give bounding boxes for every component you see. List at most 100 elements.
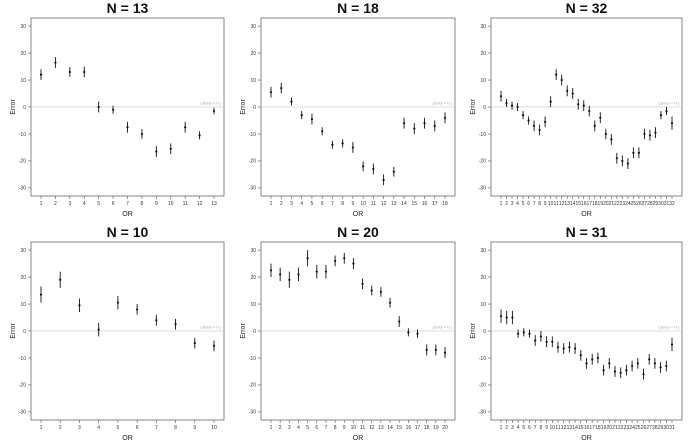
data-point (361, 282, 364, 285)
y-tick-label: -30 (479, 410, 486, 416)
data-point (78, 304, 81, 307)
data-point (83, 70, 86, 74)
data-point (670, 122, 674, 125)
x-tick-label: 1 (40, 425, 43, 431)
x-tick-label: 18 (424, 425, 430, 431)
data-point (126, 126, 129, 129)
y-tick-label: 30 (250, 24, 256, 30)
data-point (39, 293, 43, 296)
x-tick-label: 16 (422, 201, 428, 207)
data-point (555, 73, 558, 76)
x-tick-label: 7 (533, 201, 536, 207)
data-point (560, 78, 563, 82)
data-point (324, 270, 328, 273)
data-point (626, 162, 629, 165)
x-tick-label: 13 (211, 201, 217, 207)
x-tick-label: 5 (116, 425, 119, 431)
data-point (382, 178, 385, 181)
data-point (398, 320, 401, 323)
data-point (556, 346, 560, 349)
y-tick-label: -30 (479, 186, 486, 192)
data-point (140, 132, 144, 136)
data-point (522, 331, 525, 334)
data-point (568, 346, 571, 349)
data-point (388, 301, 392, 304)
data-point (566, 89, 569, 92)
data-point (392, 170, 395, 173)
y-tick-label: 0 (23, 105, 26, 111)
x-tick-label: 25 (635, 425, 641, 431)
x-tick-label: 24 (625, 201, 631, 207)
x-tick-label: 8 (334, 425, 337, 431)
data-point (297, 273, 300, 276)
data-point (538, 128, 541, 132)
x-tick-label: 2 (505, 201, 508, 207)
y-axis-label: Error (470, 323, 477, 339)
data-point (505, 101, 508, 105)
data-point (341, 142, 344, 145)
y-axis-label: Error (10, 323, 17, 339)
y-tick-label: 0 (483, 329, 486, 335)
x-tick-label: 20 (442, 425, 448, 431)
data-point (631, 364, 634, 368)
y-tick-label: 10 (20, 78, 26, 84)
data-point (416, 332, 419, 335)
data-point (306, 257, 309, 260)
x-tick-label: 4 (83, 201, 86, 207)
data-point (610, 138, 613, 141)
data-point (280, 87, 283, 90)
x-tick-label: 11 (360, 425, 365, 431)
data-point (604, 132, 607, 136)
data-point (549, 100, 552, 103)
x-tick-label: 23 (624, 425, 630, 431)
data-point (184, 126, 187, 129)
x-tick-label: 30 (658, 201, 664, 207)
x-tick-label: 3 (78, 425, 81, 431)
data-point (608, 362, 611, 365)
data-point (625, 369, 628, 372)
x-tick-label: 13 (564, 201, 570, 207)
data-point (499, 95, 503, 98)
y-tick-label: -20 (19, 159, 26, 165)
x-tick-label: 7 (325, 425, 328, 431)
y-tick-label: -10 (19, 132, 26, 138)
data-point (279, 273, 282, 276)
x-tick-label: 3 (511, 425, 514, 431)
y-tick-label: -10 (479, 132, 486, 138)
x-tick-label: 29 (658, 425, 664, 431)
x-tick-label: 12 (559, 201, 565, 207)
data-point (288, 278, 291, 281)
y-tick-label: 10 (250, 302, 256, 308)
x-axis-label: OR (122, 211, 133, 218)
x-tick-label: 2 (280, 201, 283, 207)
data-point (665, 109, 668, 113)
data-point (574, 347, 577, 350)
data-point (642, 373, 645, 376)
data-point (352, 262, 355, 265)
y-tick-label: -20 (249, 383, 256, 389)
data-point (588, 109, 591, 113)
x-tick-label: 4 (516, 201, 519, 207)
x-tick-label: 24 (629, 425, 635, 431)
x-tick-label: 11 (371, 201, 376, 207)
x-tick-label: 16 (584, 425, 590, 431)
data-point (517, 332, 520, 335)
data-point (370, 289, 373, 292)
panel-title: N = 20 (337, 224, 379, 240)
x-tick-label: 9 (545, 425, 548, 431)
data-point (527, 119, 530, 122)
x-tick-label: 12 (197, 201, 203, 207)
data-point (423, 122, 426, 125)
data-point (632, 151, 635, 154)
x-tick-label: 10 (211, 425, 217, 431)
data-point (545, 340, 548, 343)
x-tick-label: 15 (396, 425, 402, 431)
data-point (602, 369, 605, 372)
data-point (68, 70, 71, 74)
y-tick-label: 0 (253, 105, 256, 111)
x-tick-label: 1 (40, 201, 43, 207)
data-point (97, 105, 100, 109)
x-tick-label: 8 (141, 201, 144, 207)
